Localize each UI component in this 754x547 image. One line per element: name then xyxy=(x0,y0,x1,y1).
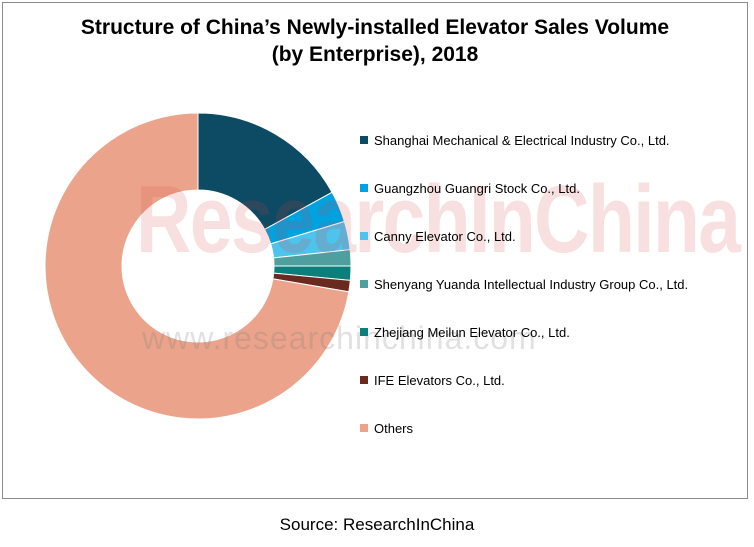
legend-item-0: Shanghai Mechanical & Electrical Industr… xyxy=(360,128,748,152)
chart-title-line1: Structure of China’s Newly-installed Ele… xyxy=(80,16,670,39)
legend-swatch-0 xyxy=(360,136,368,144)
donut-slice-6 xyxy=(44,112,350,420)
chart-legend: Shanghai Mechanical & Electrical Industr… xyxy=(360,128,748,464)
chart-title-line2: (by Enterprise), 2018 xyxy=(271,43,479,66)
source-note: Source: ResearchInChina xyxy=(279,515,475,534)
legend-item-1: Guangzhou Guangri Stock Co., Ltd. xyxy=(360,176,748,200)
legend-label-1: Guangzhou Guangri Stock Co., Ltd. xyxy=(374,180,580,196)
legend-label-4: Zhejiang Meilun Elevator Co., Ltd. xyxy=(374,324,570,340)
legend-swatch-2 xyxy=(360,232,368,240)
legend-label-3: Shenyang Yuanda Intellectual Industry Gr… xyxy=(374,276,689,292)
donut-slices xyxy=(44,112,352,420)
legend-label-0: Shanghai Mechanical & Electrical Industr… xyxy=(374,132,670,148)
legend-swatch-3 xyxy=(360,280,368,288)
legend-item-6: Others xyxy=(360,416,748,440)
legend-swatch-1 xyxy=(360,184,368,192)
legend-item-5: IFE Elevators Co., Ltd. xyxy=(360,368,748,392)
legend-item-3: Shenyang Yuanda Intellectual Industry Gr… xyxy=(360,272,748,296)
legend-swatch-5 xyxy=(360,376,368,384)
legend-label-2: Canny Elevator Co., Ltd. xyxy=(374,228,516,244)
legend-swatch-4 xyxy=(360,328,368,336)
chart-frame xyxy=(2,2,748,499)
legend-label-5: IFE Elevators Co., Ltd. xyxy=(374,372,505,388)
chart-title: Structure of China’s Newly-installed Ele… xyxy=(2,14,748,68)
legend-label-6: Others xyxy=(374,420,414,436)
legend-item-4: Zhejiang Meilun Elevator Co., Ltd. xyxy=(360,320,748,344)
legend-swatch-6 xyxy=(360,424,368,432)
legend-item-2: Canny Elevator Co., Ltd. xyxy=(360,224,748,248)
